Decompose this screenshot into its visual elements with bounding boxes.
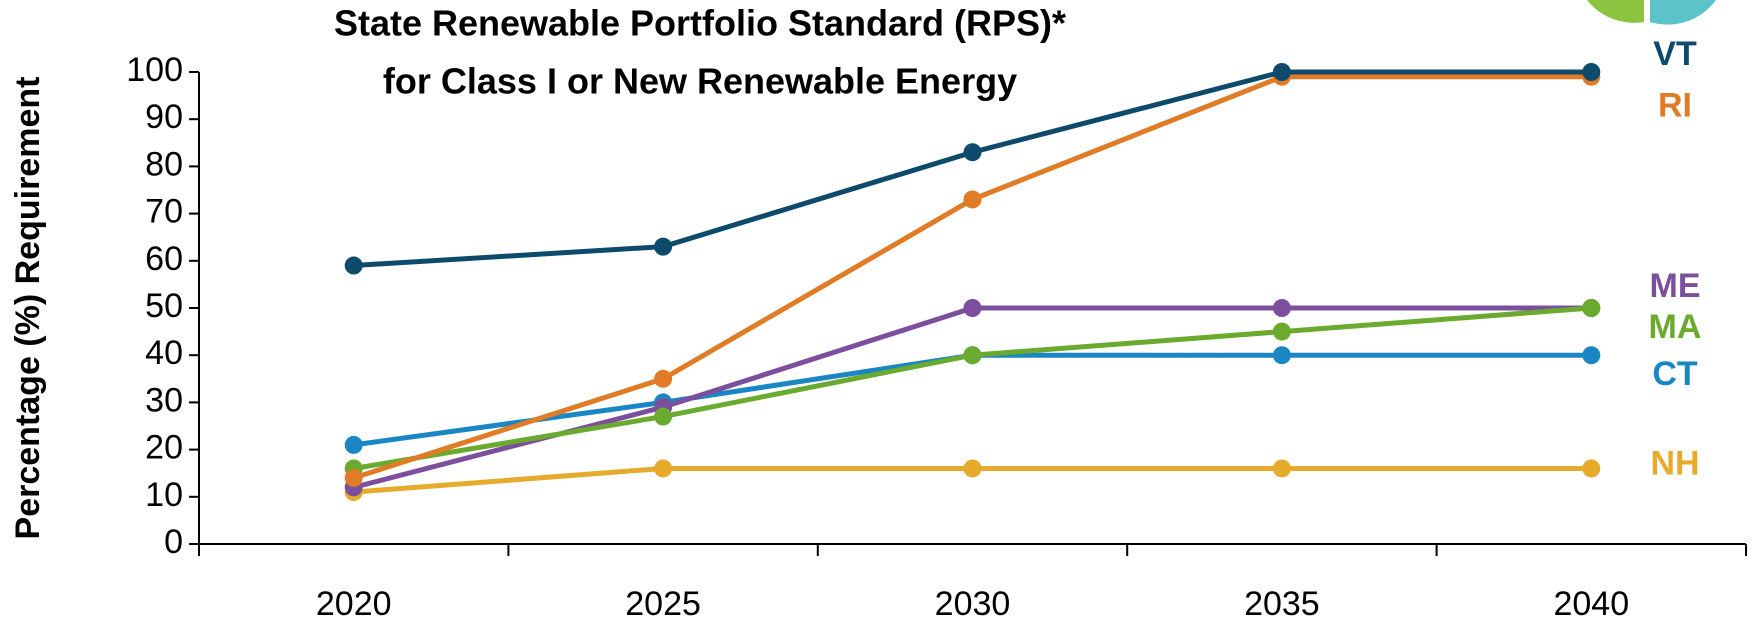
y-tick-label: 60 [145,240,183,278]
legend-label: NH [1650,444,1699,482]
y-tick-label: 20 [145,429,183,467]
x-tick-label: 2035 [1244,585,1320,623]
series-point [963,299,982,317]
y-tick-label: 50 [145,287,183,325]
legend-label: VT [1653,35,1697,73]
series-point [1272,346,1291,365]
y-axis-label: Percentage (%) Requirement [9,77,47,540]
series-point [344,256,363,275]
series-point [1272,459,1291,478]
series-point [654,459,673,478]
series-line [352,74,1592,481]
y-tick-label: 30 [145,381,183,419]
legend-label: ME [1650,267,1701,305]
y-tick-label: 70 [145,193,183,231]
y-tick-label: 10 [145,476,183,514]
legend-label: CT [1652,355,1698,393]
y-tick-label: 80 [145,145,183,183]
series-point [1272,322,1291,341]
series-point [654,237,673,256]
logo [1587,0,1716,25]
y-tick-label: 90 [145,98,183,136]
chart-title: State Renewable Portfolio Standard (RPS)… [334,3,1066,44]
series-point [344,435,363,454]
series-line [353,305,1592,471]
y-tick-label: 0 [164,523,183,561]
x-tick-label: 2020 [316,585,392,623]
series-point [1582,459,1601,478]
chart-subtitle: for Class I or New Renewable Energy [383,61,1017,102]
series-point [1582,299,1601,317]
series-point [654,369,673,388]
series-point [963,190,982,209]
series-point [1582,63,1601,81]
series-point [1272,63,1291,81]
y-tick-label: 100 [126,51,183,89]
series-point [963,459,982,478]
series-line [353,352,1592,448]
series-point [1272,299,1291,317]
legend-label: RI [1658,87,1692,125]
series-point [963,346,982,365]
series-point [654,407,673,426]
series-point [1582,346,1601,365]
series-point [344,468,363,487]
x-tick-label: 2040 [1553,585,1629,623]
x-tick-label: 2030 [935,585,1011,623]
legend-label: MA [1649,308,1702,346]
series-point [963,143,982,162]
y-tick-label: 40 [145,334,183,372]
x-tick-label: 2025 [625,585,701,623]
